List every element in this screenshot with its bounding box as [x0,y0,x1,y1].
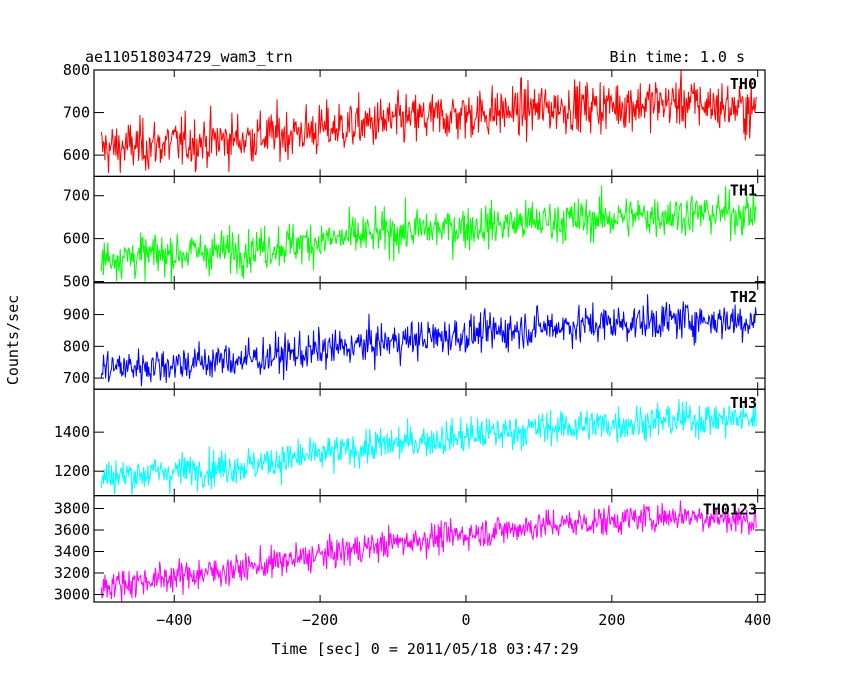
x-axis-title: Time [sec] 0 = 2011/05/18 03:47:29 [271,640,578,658]
y-tick-label: 3000 [54,585,90,603]
panel-label-th1: TH1 [730,181,757,199]
y-axis-title: Counts/sec [4,295,22,385]
panel-th0123: 3000 3200 3400 3600 3800 TH0123 [54,495,766,603]
panel-label-th2: TH2 [730,288,757,306]
panel-label-th0: TH0 [730,75,757,93]
panel-label-th3: TH3 [730,394,757,412]
y-tick-label: 600 [63,230,90,248]
panel-th2: 700 800 900 TH2 [63,282,766,390]
x-tick-label: 0 [461,611,470,629]
panels-group: 600 700 800 TH0 500 600 700 TH1 700 800 900 TH2 1200… [54,61,766,603]
series-line-th3 [100,398,757,496]
panel-th0: 600 700 800 TH0 [63,61,766,178]
y-tick-label: 3800 [54,499,90,517]
panel-label-th0123: TH0123 [703,501,757,519]
y-tick-label: 800 [63,61,90,79]
plot-title: ae110518034729_wam3_trn [85,48,293,66]
x-tick-label: 400 [744,611,771,629]
series-line-th0 [100,70,757,174]
y-tick-label: 700 [63,104,90,122]
y-tick-label: 1400 [54,423,90,441]
y-tick-label: 500 [63,273,90,291]
panel-th1: 500 600 700 TH1 [63,175,766,291]
panel-frame [93,282,766,390]
y-tick-label: 3400 [54,542,90,560]
series-line-th0123 [100,500,757,603]
y-tick-label: 700 [63,369,90,387]
panel-th3: 1200 1400 TH3 [54,388,766,497]
series-line-th2 [100,294,757,387]
panel-frame [93,495,766,603]
y-tick-label: 3200 [54,564,90,582]
series-line-th1 [100,184,757,283]
y-tick-label: 1200 [54,462,90,480]
x-tick-label: 200 [598,611,625,629]
x-tick-label: −400 [156,611,192,629]
y-tick-label: 700 [63,187,90,205]
x-axis: −400 −200 0 200 400 [156,611,771,629]
y-tick-label: 600 [63,146,90,164]
y-tick-label: 3600 [54,521,90,539]
y-tick-label: 900 [63,306,90,324]
bin-time-label: Bin time: 1.0 s [610,48,745,66]
y-tick-label: 800 [63,337,90,355]
x-tick-label: −200 [302,611,338,629]
